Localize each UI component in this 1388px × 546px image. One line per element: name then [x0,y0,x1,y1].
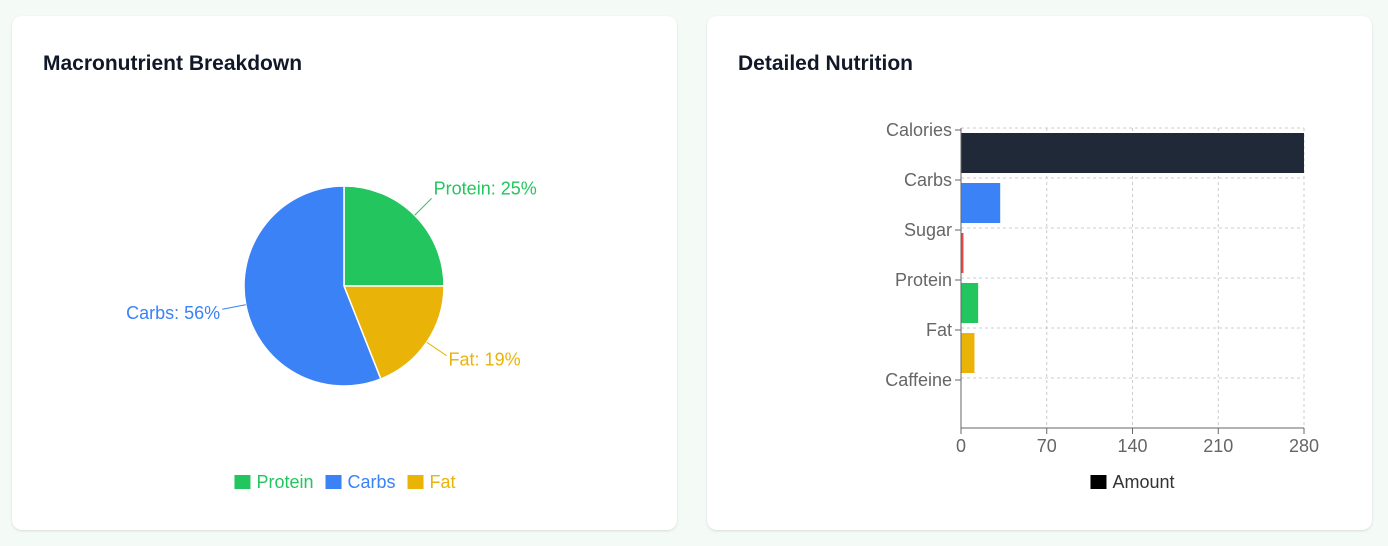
legend-swatch-amount [1090,475,1107,489]
legend-item-amount[interactable]: Amount [1090,472,1175,492]
legend-label-amount: Amount [1112,472,1174,492]
pie-slice-protein[interactable] [343,185,445,287]
bar-fat[interactable] [961,333,975,373]
bar-carbs[interactable] [961,183,1001,223]
macronutrient-pie-chart: Protein: 25% Fat: 19% Carbs: 56% Protein Car… [126,178,537,492]
nutrition-card: Detailed Nutrition Calories Carbs Sugar Pro… [707,16,1372,530]
pie-label-line-carbs [222,304,246,310]
bar-sugar[interactable] [961,233,964,273]
x-tick-label: 140 [1117,436,1147,456]
legend-label-fat: Fat [430,472,456,492]
pie-label-line-protein [414,197,433,216]
legend-label-carbs: Carbs [348,472,396,492]
pie-label-fat: Fat: 19% [449,350,521,370]
pie-slice-fat[interactable] [342,285,445,380]
legend-item-protein[interactable]: Protein [234,472,314,492]
pie-label-protein: Protein: 25% [434,178,537,198]
macronutrient-card: Macronutrient Breakdown Protein: 25% Fat:… [12,16,677,530]
y-tick-label-calories: Calories [886,120,952,140]
pie-slice-carbs[interactable] [243,185,382,387]
x-tick-label: 210 [1203,436,1233,456]
legend-label-protein: Protein [256,472,313,492]
legend-swatch-carbs [325,475,342,489]
y-tick-label-protein: Protein [895,270,952,290]
y-tick-label-caffeine: Caffeine [885,370,952,390]
nutrition-title: Detailed Nutrition [738,52,914,75]
pie-label-carbs: Carbs: 56% [126,303,220,323]
legend-swatch-protein [234,475,251,489]
pie-label-line-fat [426,341,447,357]
bar-protein[interactable] [961,283,979,323]
x-tick-label: 280 [1289,436,1319,456]
y-tick-label-carbs: Carbs [904,170,952,190]
bar-calories[interactable] [961,133,1304,173]
x-tick-label: 70 [1037,436,1057,456]
macronutrient-title: Macronutrient Breakdown [43,52,303,75]
nutrition-bar-chart: Calories Carbs Sugar Protein Fat Caffeine 0 70 1… [885,120,1319,492]
legend-item-carbs[interactable]: Carbs [325,472,396,492]
x-tick-label: 0 [956,436,966,456]
legend-item-fat[interactable]: Fat [407,472,456,492]
y-tick-label-sugar: Sugar [904,220,952,240]
legend-swatch-fat [407,475,424,489]
y-tick-label-fat: Fat [926,320,952,340]
